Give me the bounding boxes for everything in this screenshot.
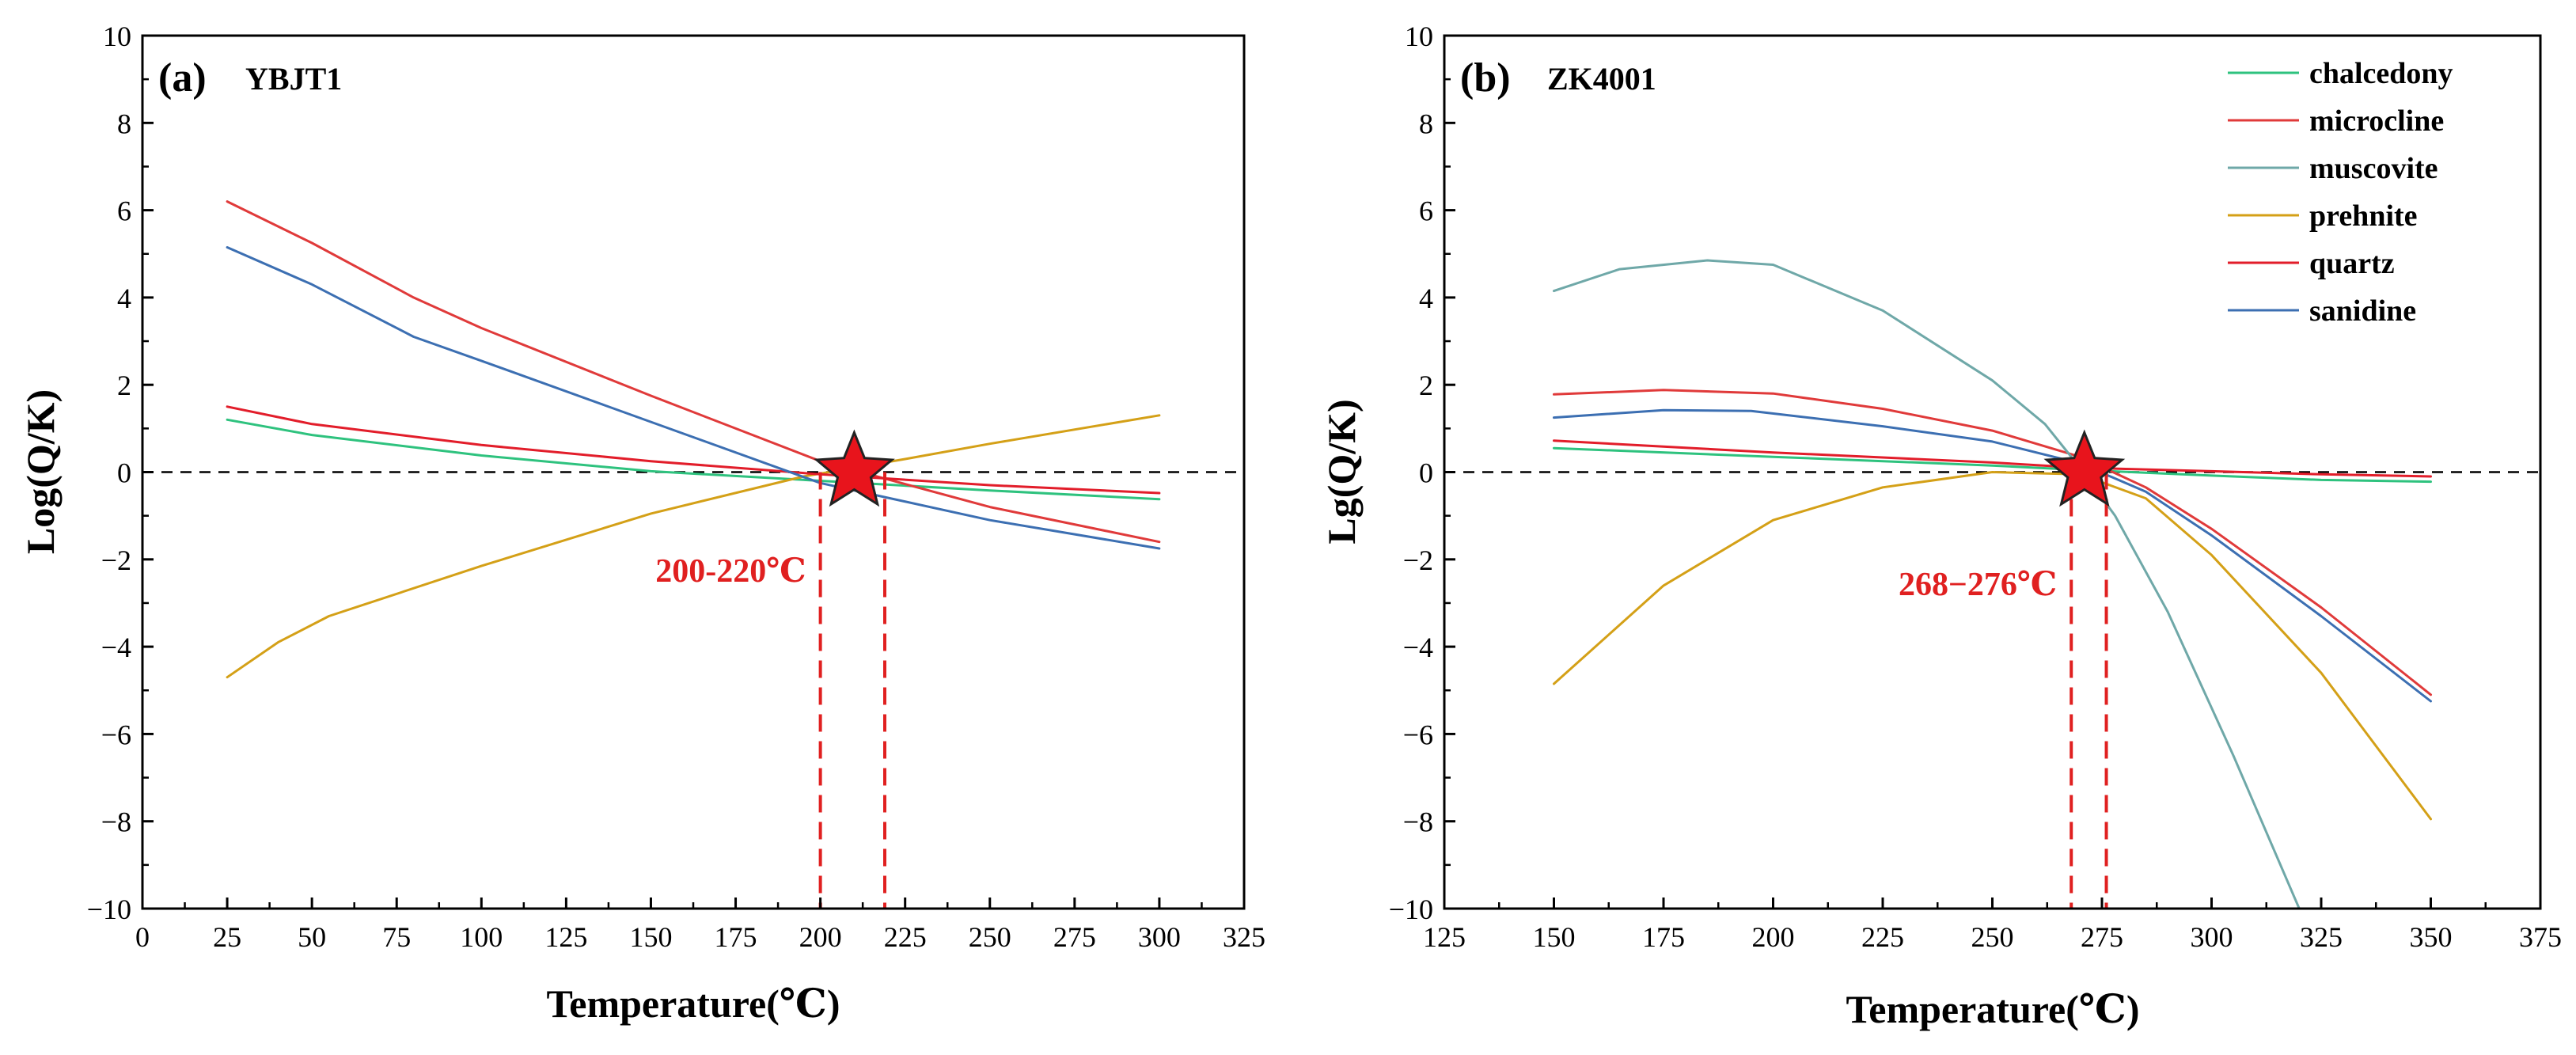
x-tick-label-b: 275: [2081, 921, 2123, 953]
legend-item-chalcedony: chalcedony: [2228, 57, 2453, 90]
y-tick-label-a: −10: [87, 894, 131, 925]
y-axis-title-a: Log(Q/K): [18, 389, 63, 554]
x-tick-label-a: 225: [884, 921, 927, 953]
series-line-microcline-a: [226, 200, 1161, 544]
y-tick-label-b: −2: [1403, 545, 1433, 576]
legend-item-muscovite: muscovite: [2228, 152, 2438, 185]
x-ticks-b: 125 150 175 200 225 250 275 300 325 350 375: [1423, 898, 2562, 953]
y-tick-label-a: −6: [101, 719, 131, 750]
x-tick-label-b: 250: [1971, 921, 2014, 953]
legend-item-sanidine: sanidine: [2228, 294, 2416, 328]
series-line-chalcedony-a: [226, 418, 1161, 501]
x-tick-label-b: 375: [2519, 921, 2562, 953]
legend-label-sanidine: sanidine: [2309, 294, 2416, 328]
x-tick-label-b: 350: [2410, 921, 2453, 953]
y-tick-label-a: 6: [117, 195, 131, 227]
y-tick-label-b: 0: [1419, 457, 1433, 489]
x-tick-label-b: 225: [1861, 921, 1904, 953]
x-axis-title-a: Temperature(℃): [547, 981, 840, 1026]
series-line-prehnite-b: [1553, 471, 2432, 821]
series-line-sanidine-b: [1553, 408, 2432, 703]
x-tick-label-b: 200: [1752, 921, 1795, 953]
x-tick-label-a: 275: [1053, 921, 1096, 953]
x-tick-label-b: 300: [2191, 921, 2233, 953]
y-tick-label-a: −4: [101, 632, 131, 663]
panel-letter-b: (b): [1460, 55, 1511, 101]
series-line-microcline-b: [1553, 389, 2432, 696]
chart-panel-b: 125 150 175 200 225 250 275 300 325 350 375 −10−8−…: [1319, 21, 2562, 1031]
x-tick-label-a: 325: [1223, 921, 1265, 953]
x-tick-label-a: 300: [1138, 921, 1181, 953]
x-tick-label-b: 175: [1642, 921, 1685, 953]
star-marker-a: [814, 429, 895, 507]
y-tick-label-a: −8: [101, 806, 131, 838]
legend-label-chalcedony: chalcedony: [2309, 57, 2453, 90]
x-tick-label-a: 50: [298, 921, 326, 953]
y-tick-label-a: 4: [117, 283, 131, 314]
series-line-quartz-a: [226, 405, 1161, 495]
legend-label-prehnite: prehnite: [2309, 199, 2418, 233]
y-axis-title-b: Lg(Q/K): [1319, 399, 1364, 544]
x-tick-label-a: 125: [544, 921, 587, 953]
x-tick-label-a: 75: [382, 921, 411, 953]
y-tick-label-b: 6: [1419, 195, 1433, 227]
x-tick-label-a: 175: [715, 921, 757, 953]
x-tick-label-a: 25: [213, 921, 241, 953]
plot-area-b: [1444, 259, 2540, 909]
y-ticks-a: −10 −8 −6 −4 −2 0 2 4 6 8 10: [87, 21, 154, 925]
legend-label-microcline: microcline: [2309, 104, 2444, 138]
series-line-chalcedony-b: [1553, 446, 2432, 484]
series-line-prehnite-a: [226, 414, 1161, 679]
y-tick-label-a: 8: [117, 108, 131, 139]
y-tick-label-b: 10: [1405, 21, 1433, 52]
legend-label-muscovite: muscovite: [2309, 152, 2438, 185]
y-tick-label-b: 4: [1419, 283, 1433, 314]
y-tick-label-b: −6: [1403, 719, 1433, 750]
x-tick-label-a: 250: [969, 921, 1011, 953]
legend: chalcedony microcline muscovite prehnite…: [2228, 57, 2453, 328]
x-tick-label-b: 325: [2300, 921, 2343, 953]
y-tick-label-b: 8: [1419, 108, 1433, 139]
star-marker-b: [2043, 429, 2126, 507]
x-tick-label-a: 150: [629, 921, 672, 953]
chart-panel-a: 0 25 50 75 100 125 150 175 200 225 250 275 300 325 −1…: [18, 21, 1265, 1026]
range-label-a: 200-220℃: [655, 553, 806, 590]
x-tick-label-b: 125: [1423, 921, 1466, 953]
range-label-b: 268−276℃: [1899, 567, 2057, 603]
x-ticks-a: 0 25 50 75 100 125 150 175 200 225 250 275 300 325: [135, 898, 1265, 953]
y-tick-label-b: −10: [1389, 894, 1433, 925]
y-tick-label-a: −2: [101, 545, 131, 576]
y-tick-label-b: −8: [1403, 806, 1433, 838]
panel-name-b: ZK4001: [1547, 61, 1656, 97]
y-tick-label-a: 0: [117, 457, 131, 489]
y-tick-label-b: −4: [1403, 632, 1433, 663]
x-tick-label-b: 150: [1533, 921, 1576, 953]
plot-area-a: [142, 200, 1244, 909]
legend-label-quartz: quartz: [2309, 247, 2395, 280]
y-ticks-b: −10 −8 −6 −4 −2 0 2 4 6 8 10: [1389, 21, 1455, 925]
series-line-sanidine-a: [226, 246, 1161, 550]
legend-item-prehnite: prehnite: [2228, 199, 2418, 233]
series-line-muscovite-b: [1553, 259, 2301, 909]
legend-item-quartz: quartz: [2228, 247, 2395, 280]
y-tick-label-a: 10: [103, 21, 131, 52]
y-tick-label-b: 2: [1419, 370, 1433, 401]
y-tick-label-a: 2: [117, 370, 131, 401]
panel-letter-a: (a): [158, 55, 207, 101]
panel-name-a: YBJT1: [245, 61, 342, 97]
x-tick-label-a: 200: [799, 921, 842, 953]
legend-item-microcline: microcline: [2228, 104, 2444, 138]
x-tick-label-a: 0: [135, 921, 150, 953]
x-tick-label-a: 100: [460, 921, 503, 953]
x-axis-title-b: Temperature(℃): [1846, 987, 2140, 1031]
